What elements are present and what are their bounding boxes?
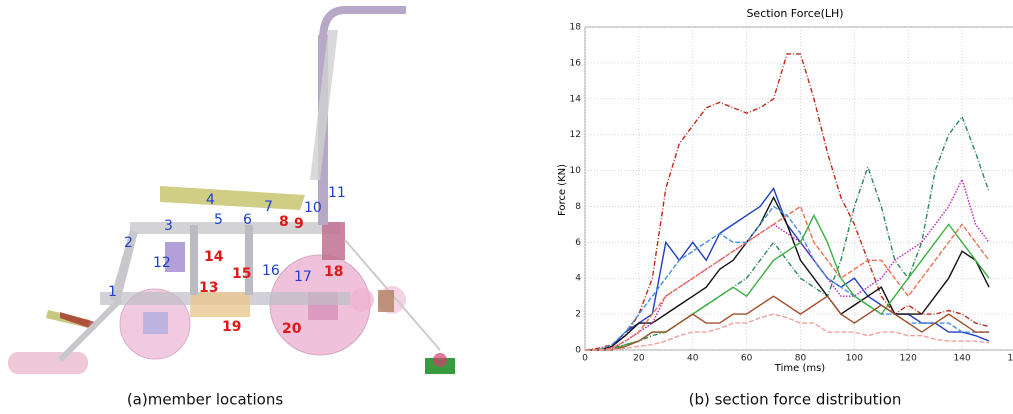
member-label: 1 xyxy=(108,284,117,300)
x-tick-label: 60 xyxy=(741,354,753,364)
x-tick-label: 40 xyxy=(687,354,699,364)
y-tick-label: 8 xyxy=(575,202,581,212)
member-label: 18 xyxy=(324,264,343,280)
y-axis-label: Force (KN) xyxy=(557,164,568,216)
member-label: 15 xyxy=(232,266,251,282)
member-label: 4 xyxy=(206,192,215,208)
caption: (b) section force distribution xyxy=(689,391,902,409)
series-line xyxy=(585,295,990,351)
y-tick-label: 16 xyxy=(570,58,582,68)
member-label: 16 xyxy=(262,263,280,279)
y-tick-label: 2 xyxy=(575,310,581,320)
member-label: 12 xyxy=(153,255,171,271)
member-label: 6 xyxy=(243,212,252,228)
member-label: 14 xyxy=(204,249,224,265)
y-tick-label: 18 xyxy=(570,23,582,33)
member-label: 13 xyxy=(199,280,218,296)
y-tick-label: 0 xyxy=(575,346,581,356)
y-tick-label: 14 xyxy=(570,94,582,104)
member-labels: 1 2 3 4 5 6 7 8 9 10 11 12 13 14 15 16 1… xyxy=(108,185,346,337)
y-tick-label: 6 xyxy=(575,238,581,248)
series-line xyxy=(585,213,990,351)
x-tick-label: 160 xyxy=(1007,354,1013,364)
series-line xyxy=(585,313,990,351)
series-line xyxy=(585,205,990,351)
x-axis-label: Time (ms) xyxy=(774,363,826,374)
member-label: 9 xyxy=(294,216,304,232)
chart-title: Section Force(LH) xyxy=(746,7,843,20)
series-line xyxy=(585,177,990,351)
member-label: 5 xyxy=(214,212,223,228)
member-label: 8 xyxy=(279,214,289,230)
series-line xyxy=(585,195,990,351)
x-tick-label: 140 xyxy=(954,354,971,364)
series-line xyxy=(584,53,990,351)
x-tick-label: 0 xyxy=(582,354,588,364)
member-label: 20 xyxy=(282,321,302,337)
x-tick-label: 80 xyxy=(795,354,807,364)
member-label: 2 xyxy=(124,235,133,251)
x-tick-label: 20 xyxy=(633,354,645,364)
member-label: 3 xyxy=(164,218,173,234)
member-label: 7 xyxy=(264,199,273,215)
plot-frame xyxy=(584,26,1013,351)
member-label: 10 xyxy=(304,200,322,216)
member-label: 17 xyxy=(294,269,312,285)
wheelchair-drawing xyxy=(8,6,455,374)
y-tick-label: 10 xyxy=(570,166,582,176)
y-tick-label: 12 xyxy=(570,130,581,140)
caption: (a)member locations xyxy=(127,391,284,409)
y-tick-label: 4 xyxy=(575,274,581,284)
x-tick-label: 100 xyxy=(846,354,863,364)
member-label: 19 xyxy=(222,319,241,335)
series-line xyxy=(585,115,990,351)
member-label: 11 xyxy=(328,185,346,201)
x-tick-label: 120 xyxy=(900,354,917,364)
